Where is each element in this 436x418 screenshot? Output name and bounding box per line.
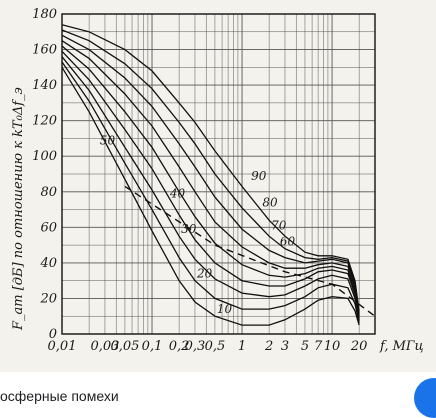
y-tick-label: 120 xyxy=(32,114,57,129)
x-tick-label: 20 xyxy=(350,339,368,354)
y-tick-label: 140 xyxy=(32,78,57,93)
series-line-70 xyxy=(61,34,360,315)
series-label-80: 80 xyxy=(262,196,278,210)
series-label-40: 40 xyxy=(169,187,186,201)
series-label-90: 90 xyxy=(251,169,267,183)
x-tick-label: 0,3 xyxy=(185,339,206,354)
series-line-80 xyxy=(61,29,360,313)
y-tick-label: 100 xyxy=(32,149,57,164)
series-label-60: 60 xyxy=(280,235,296,249)
x-tick-label: 0,5 xyxy=(205,339,226,354)
series-label-30: 30 xyxy=(181,222,197,236)
y-tick-label: 0 xyxy=(49,327,57,342)
x-tick-label: 0,2 xyxy=(169,339,190,354)
x-tick-label: 7 xyxy=(314,339,323,354)
assistant-button[interactable] xyxy=(414,378,436,418)
plot-frame xyxy=(61,13,376,335)
series-label-20: 20 xyxy=(196,267,213,281)
series-line-30 xyxy=(61,56,360,322)
reference-dashed-line xyxy=(124,185,376,317)
series-label-10: 10 xyxy=(217,302,233,316)
x-tick-label: 5 xyxy=(301,339,309,354)
x-tick-label: 3 xyxy=(281,339,289,354)
series-line-10 xyxy=(61,66,360,326)
x-tick-label: 0,01 xyxy=(48,339,77,354)
y-tick-label: 180 xyxy=(32,7,57,22)
caption-bar: осферные помехи xyxy=(0,372,436,418)
x-tick-label: 0,03 xyxy=(90,339,119,354)
y-tick-label: 60 xyxy=(40,220,57,235)
grid xyxy=(61,13,376,335)
caption-text: осферные помехи xyxy=(0,388,119,404)
x-axis-title: f, МГц xyxy=(379,339,424,354)
chart-area: 0 20 40 60 80 100 120 140 160 180 0,01 0,03 0,05 0,1 0… xyxy=(0,0,436,372)
series-line-40 xyxy=(61,50,360,320)
x-tick-label: 1 xyxy=(238,339,246,354)
curves xyxy=(61,24,376,326)
series-line-60 xyxy=(61,40,360,317)
y-axis-title: F_ат [дБ] по отношению к kT₀Δf_э xyxy=(11,87,26,331)
series-line-50 xyxy=(61,45,360,319)
series-line-90 xyxy=(61,24,360,311)
x-tick-label: 2 xyxy=(264,339,273,354)
y-tick-label: 80 xyxy=(40,185,57,200)
x-tick-label: 0,05 xyxy=(110,339,139,354)
series-label-70: 70 xyxy=(271,219,287,233)
series-line-20 xyxy=(61,61,360,324)
y-tick-label: 20 xyxy=(39,291,57,306)
y-tick-label: 40 xyxy=(39,256,57,271)
series-label-50: 50 xyxy=(100,133,116,147)
x-tick-label: 10 xyxy=(324,339,341,354)
y-tick-label: 160 xyxy=(32,43,57,58)
x-tick-label: 0,1 xyxy=(142,339,163,354)
